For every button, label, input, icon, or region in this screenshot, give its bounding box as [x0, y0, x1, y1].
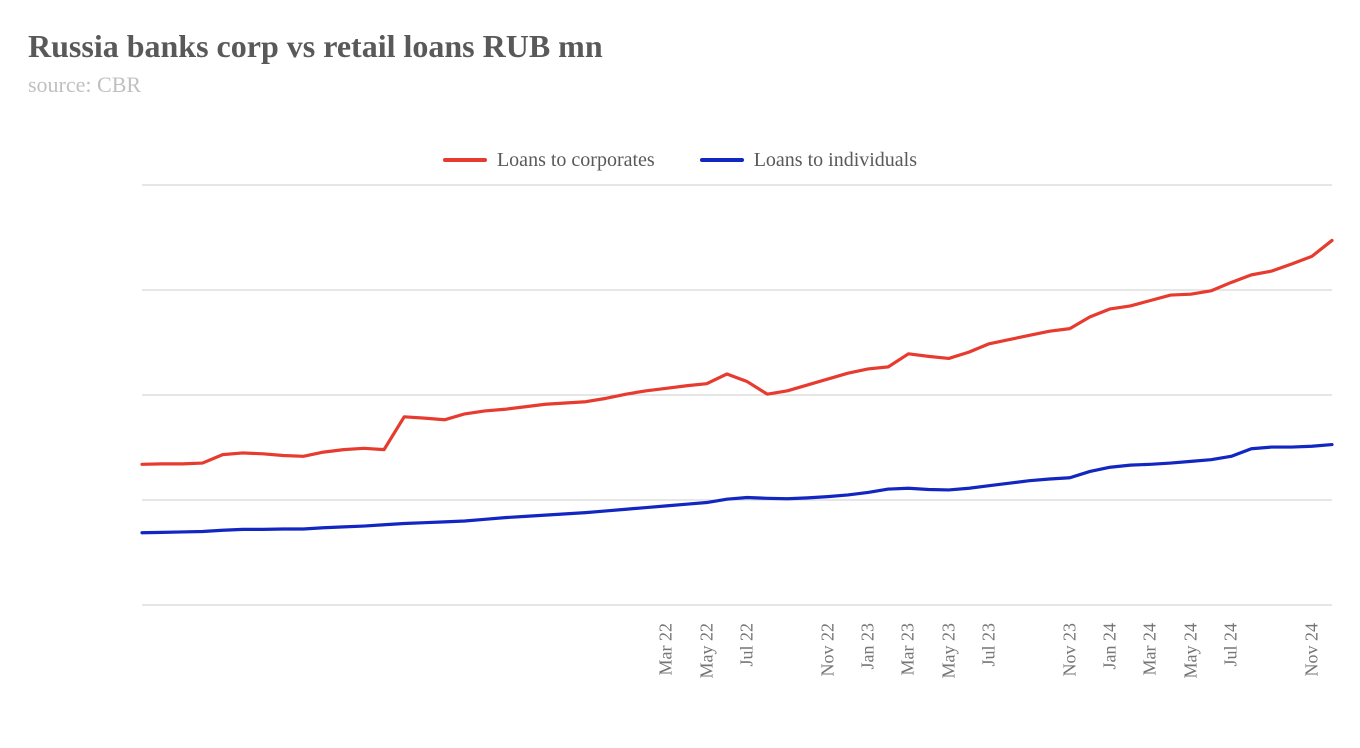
- x-tick-label: Jan 24: [1100, 623, 1121, 670]
- series-line-1: [142, 240, 1332, 464]
- x-tick-label: Mar 22: [656, 623, 677, 676]
- x-tick-label: Jan 23: [858, 623, 879, 670]
- x-tick-label: May 24: [1180, 623, 1201, 679]
- x-tick-label: Nov 22: [817, 623, 838, 677]
- x-tick-label: May 23: [938, 623, 959, 679]
- x-tick-label: Nov 24: [1301, 623, 1322, 677]
- x-tick-label: Nov 23: [1059, 623, 1080, 677]
- series-line-2: [142, 445, 1332, 533]
- x-tick-label: Jul 22: [737, 623, 758, 667]
- x-tick-label: Jul 23: [979, 623, 1000, 667]
- x-tick-label: May 22: [696, 623, 717, 679]
- x-tick-label: Jul 24: [1221, 623, 1242, 667]
- chart-container: Russia banks corp vs retail loans RUB mn…: [0, 0, 1360, 748]
- x-tick-label: Mar 23: [898, 623, 919, 676]
- x-tick-label: Mar 24: [1140, 623, 1161, 676]
